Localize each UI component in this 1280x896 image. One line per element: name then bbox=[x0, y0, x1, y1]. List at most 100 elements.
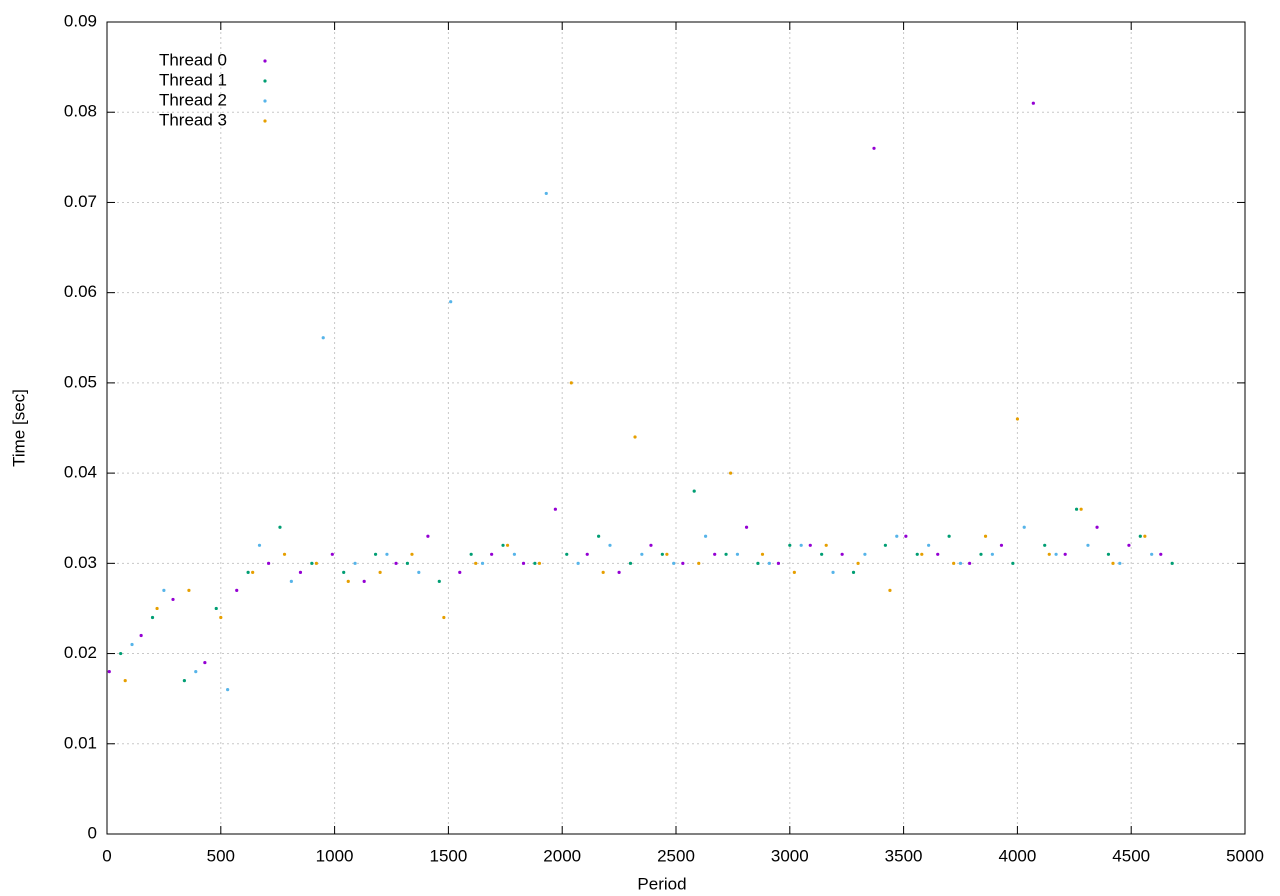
point bbox=[521, 561, 526, 565]
point bbox=[394, 561, 398, 565]
point bbox=[490, 552, 494, 556]
point bbox=[1118, 561, 1122, 565]
point bbox=[130, 642, 134, 647]
y-tick-label: 0.04 bbox=[64, 463, 97, 482]
point bbox=[983, 534, 988, 538]
point bbox=[1138, 534, 1142, 538]
point bbox=[278, 525, 282, 529]
y-tick-label: 0 bbox=[88, 823, 97, 842]
point bbox=[385, 552, 389, 556]
point bbox=[246, 570, 250, 574]
point bbox=[437, 579, 441, 583]
y-tick-label: 0.09 bbox=[64, 11, 97, 30]
point bbox=[155, 606, 159, 611]
point bbox=[820, 552, 824, 556]
point bbox=[1095, 525, 1099, 529]
point bbox=[298, 570, 303, 574]
plot-border bbox=[106, 21, 1246, 835]
x-tick-label: 500 bbox=[207, 846, 235, 865]
point bbox=[681, 561, 685, 565]
point bbox=[724, 552, 728, 556]
y-tick-label: 0.06 bbox=[64, 282, 97, 301]
point bbox=[895, 534, 899, 538]
point bbox=[214, 606, 218, 611]
point bbox=[182, 679, 186, 683]
point bbox=[799, 543, 803, 547]
point bbox=[576, 561, 580, 565]
point bbox=[697, 561, 701, 565]
y-tick-label: 0.01 bbox=[64, 733, 97, 752]
point bbox=[1111, 561, 1115, 565]
point bbox=[362, 579, 366, 583]
point bbox=[553, 507, 557, 511]
point bbox=[851, 570, 856, 574]
point bbox=[1074, 507, 1079, 511]
x-tick-label: 1500 bbox=[429, 846, 467, 865]
point bbox=[314, 561, 318, 565]
point bbox=[601, 570, 605, 574]
point bbox=[672, 561, 676, 565]
point bbox=[257, 543, 262, 547]
point bbox=[417, 570, 421, 574]
point bbox=[952, 561, 956, 565]
point bbox=[565, 552, 569, 556]
point bbox=[1170, 561, 1174, 565]
point bbox=[289, 579, 293, 583]
point bbox=[139, 633, 143, 638]
point bbox=[735, 552, 740, 556]
point bbox=[458, 570, 462, 574]
point bbox=[692, 489, 696, 493]
point bbox=[883, 543, 887, 547]
point bbox=[640, 552, 644, 556]
x-axis-label: Period bbox=[637, 874, 686, 893]
point bbox=[1086, 543, 1090, 547]
point bbox=[915, 552, 919, 556]
x-tick-label: 2500 bbox=[657, 846, 695, 865]
point bbox=[999, 543, 1004, 547]
x-tick-label: 5000 bbox=[1226, 846, 1264, 865]
point bbox=[904, 534, 908, 538]
point bbox=[226, 688, 230, 692]
point bbox=[958, 561, 963, 565]
point bbox=[776, 561, 781, 565]
point bbox=[1127, 543, 1131, 547]
point bbox=[203, 660, 207, 665]
point bbox=[321, 336, 325, 340]
point bbox=[171, 597, 175, 602]
point bbox=[888, 588, 892, 593]
legend-marker bbox=[263, 59, 267, 63]
point bbox=[767, 561, 771, 565]
point bbox=[744, 525, 749, 529]
point bbox=[713, 552, 717, 556]
point bbox=[1054, 552, 1058, 556]
point bbox=[1022, 525, 1026, 529]
legend-marker bbox=[263, 99, 267, 103]
x-tick-label: 2000 bbox=[543, 846, 581, 865]
point bbox=[863, 552, 867, 556]
point bbox=[474, 561, 478, 565]
y-tick-label: 0.07 bbox=[64, 192, 97, 211]
point bbox=[703, 534, 708, 538]
point bbox=[449, 300, 453, 304]
point bbox=[310, 561, 314, 565]
point bbox=[194, 670, 198, 674]
point bbox=[187, 588, 191, 593]
point bbox=[353, 561, 357, 565]
point bbox=[1011, 561, 1015, 565]
point bbox=[330, 552, 334, 556]
point bbox=[505, 543, 510, 547]
point bbox=[856, 561, 860, 565]
point bbox=[608, 543, 612, 547]
y-tick-label: 0.03 bbox=[64, 553, 97, 572]
point bbox=[107, 670, 111, 674]
y-tick-label: 0.02 bbox=[64, 643, 97, 662]
point bbox=[824, 543, 828, 547]
legend-marker bbox=[263, 79, 267, 83]
point bbox=[512, 552, 517, 556]
point bbox=[729, 471, 733, 475]
x-tick-label: 0 bbox=[102, 846, 111, 865]
point bbox=[480, 561, 485, 565]
point bbox=[1106, 552, 1111, 556]
point bbox=[760, 552, 765, 556]
